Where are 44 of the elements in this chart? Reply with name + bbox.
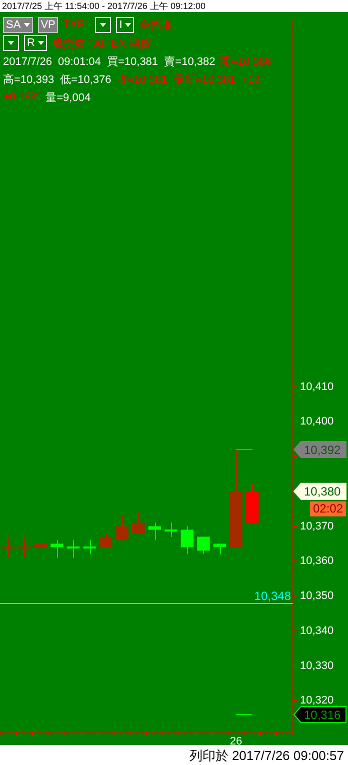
dropdown-button: SA: [3, 17, 33, 33]
candlestick: [213, 543, 226, 555]
y-tick-label: 10,330: [300, 660, 334, 672]
y-tick-label: 10,400: [300, 416, 334, 428]
candlestick: [82, 540, 97, 555]
text: 10,392: [304, 442, 342, 457]
candlestick: [180, 526, 194, 555]
candlestick: [197, 536, 210, 555]
candlestick: [17, 536, 32, 558]
y-tick-label: 10,360: [300, 555, 334, 568]
candlestick: [164, 522, 178, 538]
annotation: 成交價 TAIFEX 期貨: [52, 36, 151, 50]
x-tick-label: 26: [230, 736, 242, 748]
annotation: R: [27, 36, 35, 50]
text: 列印於 2017/7/26 09:00:57: [189, 747, 344, 765]
annotation: 收=10,381 最新=10,381 +19: [116, 72, 260, 86]
y-tick-label: 10,320: [300, 694, 334, 707]
y-tick-label: 10,350: [300, 590, 334, 602]
annotation: 量=9,004: [46, 90, 91, 104]
dropdown-button: VP: [38, 17, 58, 33]
annotation: 2017/7/26 09:01:04 買=10,381 賣=10,382: [3, 54, 216, 68]
candlestick: [99, 532, 112, 548]
candlestick: [132, 512, 145, 534]
annotation: 高=10,393 低=10,376: [3, 72, 112, 86]
y-tick-label: 10,410: [300, 380, 334, 393]
y-tick-label: 10,370: [300, 520, 334, 532]
annotation: 台指期: [139, 18, 172, 32]
ref-line-label: 10,348: [254, 588, 292, 603]
y-tick-label: 10,340: [300, 624, 334, 637]
annotation: +0.18%: [3, 91, 41, 103]
candlestick: [116, 515, 128, 541]
candlestick: [50, 540, 64, 558]
text: 02:02: [312, 502, 344, 516]
annotation: I: [119, 18, 122, 32]
dropdown-button: R: [24, 35, 47, 51]
annotation: TXF1: [63, 19, 90, 31]
text: 10,380: [304, 484, 342, 499]
annotation: SA: [6, 18, 21, 32]
dropdown-button: I: [116, 17, 134, 33]
candlestick: [0, 536, 16, 558]
text: 10,316: [304, 708, 342, 722]
annotation: 開=10,386: [220, 54, 272, 68]
chart-title: 2017/7/25 上午 11:54:00 - 2017/7/26 上午 09:12:00: [2, 0, 206, 12]
annotation: VP: [40, 18, 56, 32]
